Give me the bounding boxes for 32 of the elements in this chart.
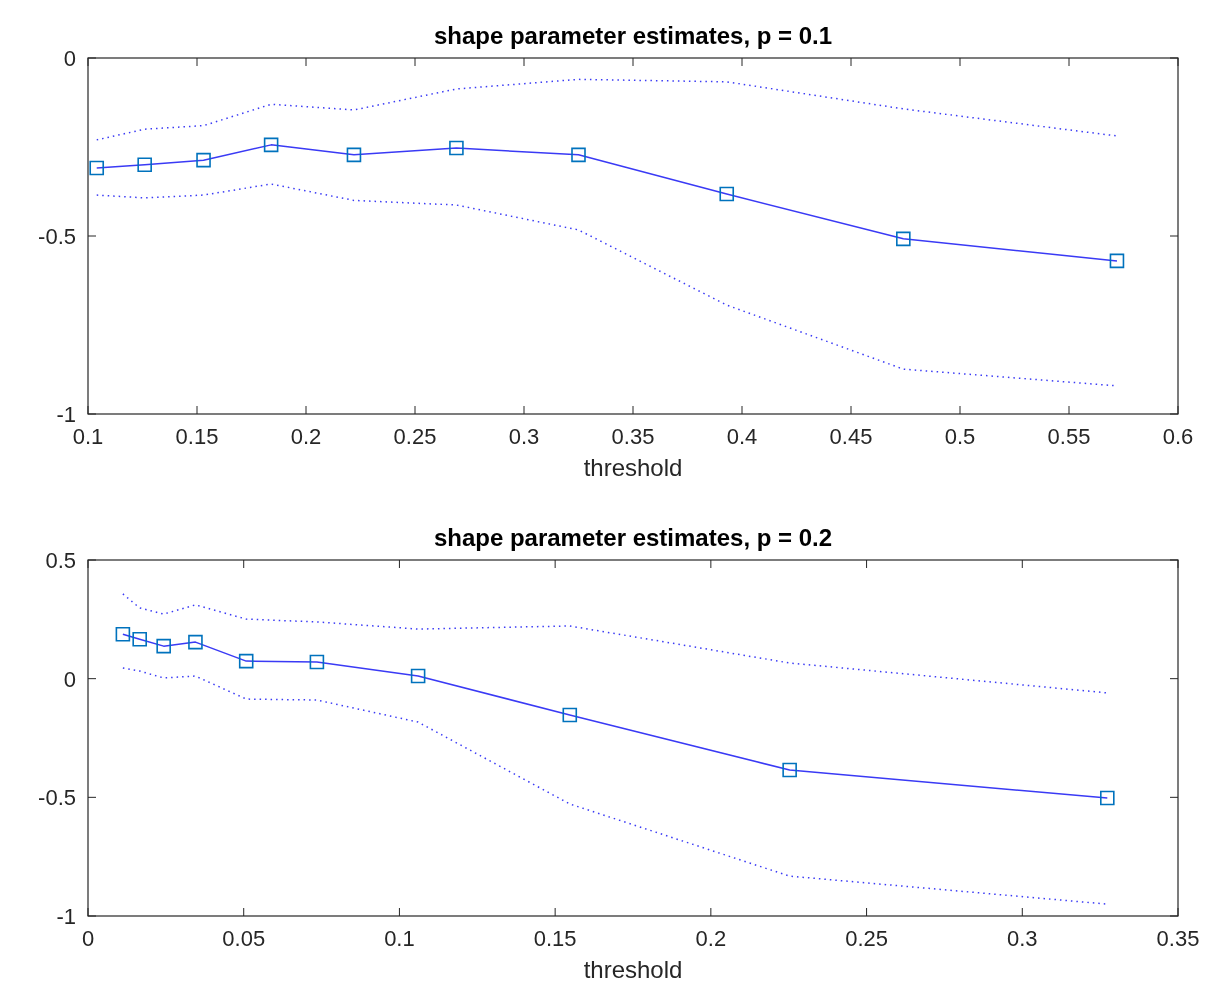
x-tick-label: 0.45 <box>829 424 873 449</box>
x-tick-label: 0.15 <box>175 424 219 449</box>
y-tick-label: -0.5 <box>38 224 76 249</box>
x-tick-label: 0.25 <box>393 424 437 449</box>
x-tick-label: 0.1 <box>384 926 415 951</box>
chart-title: shape parameter estimates, p = 0.2 <box>433 524 833 551</box>
y-tick-label: -0.5 <box>38 785 76 811</box>
x-tick-label: 0.35 <box>1156 926 1200 951</box>
x-tick-label: 0.3 <box>1006 926 1038 951</box>
y-tick-label: -1 <box>56 904 76 929</box>
x-tick-label: 0.3 <box>508 424 540 449</box>
x-axis-title: threshold <box>583 956 683 983</box>
x-tick-label: 0.1 <box>72 424 104 449</box>
x-tick-label: 0.25 <box>845 926 888 951</box>
x-tick-label: 0.4 <box>726 424 758 449</box>
y-tick-label: 0.5 <box>45 548 76 573</box>
x-axis-title: threshold <box>583 454 683 481</box>
x-tick-label: 0.15 <box>533 926 577 951</box>
x-tick-label: 0.55 <box>1047 424 1091 449</box>
line-series <box>95 78 1118 141</box>
x-tick-label: 0.35 <box>611 424 655 449</box>
line-series <box>122 593 1109 694</box>
x-tick-label: 0 <box>81 926 95 951</box>
x-tick-label: 0.2 <box>695 926 727 951</box>
x-tick-label: 0.5 <box>944 424 976 449</box>
y-tick-label: 0 <box>63 666 76 692</box>
chart-title: shape parameter estimates, p = 0.1 <box>433 22 833 49</box>
x-tick-label: 0.6 <box>1162 424 1194 449</box>
x-tick-label: 0.05 <box>222 926 266 951</box>
x-tick-label: 0.2 <box>290 424 322 449</box>
y-tick-label: 0 <box>63 46 76 71</box>
y-tick-label: -1 <box>56 402 76 427</box>
